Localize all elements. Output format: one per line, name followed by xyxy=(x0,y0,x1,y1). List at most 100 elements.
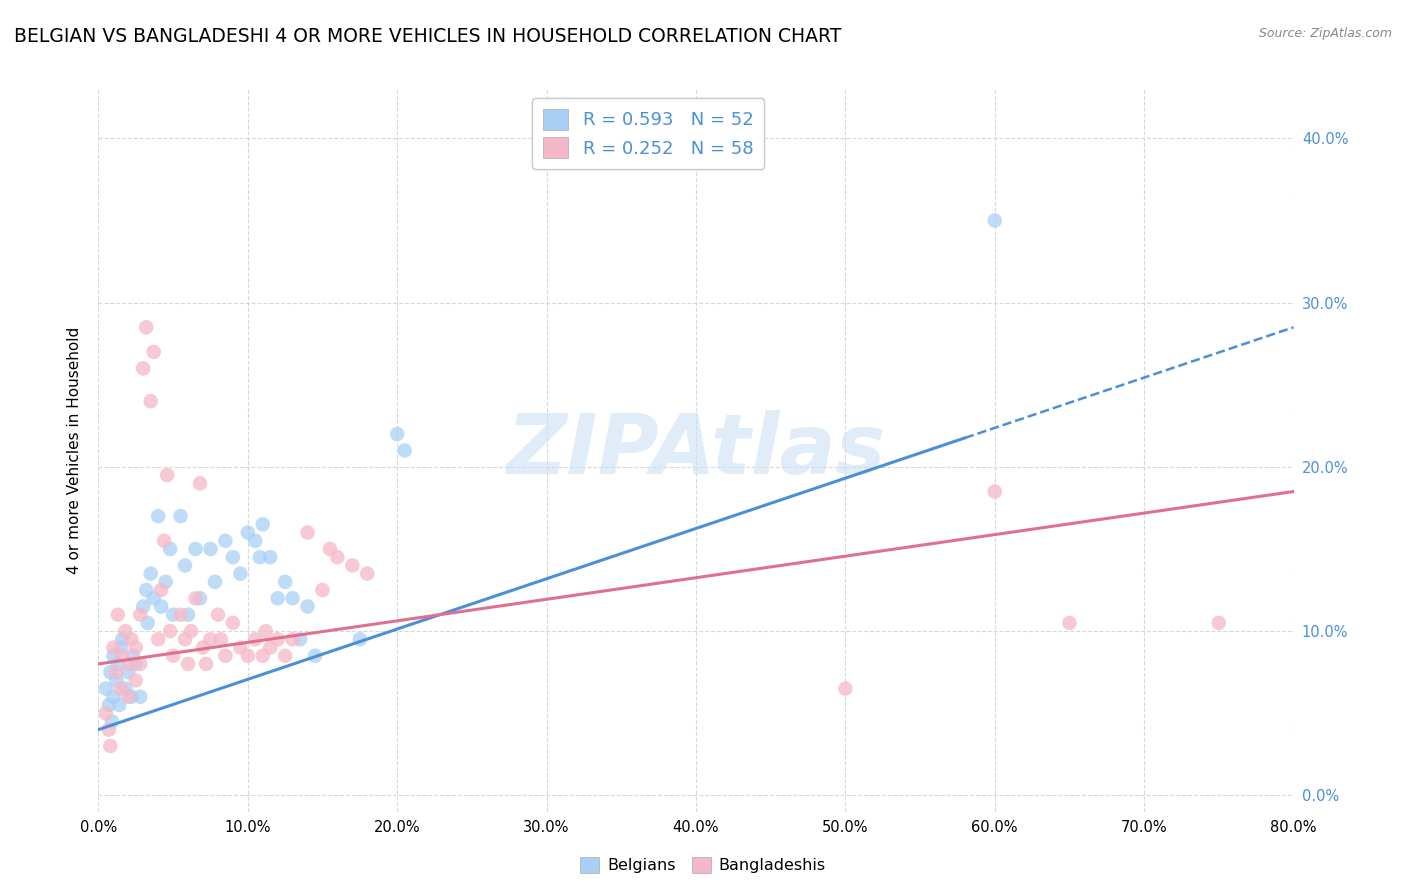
Point xyxy=(132,599,155,614)
Point xyxy=(118,657,141,671)
Point xyxy=(142,345,165,359)
Point xyxy=(162,648,184,663)
Point xyxy=(254,624,277,639)
Point xyxy=(180,624,202,639)
Point xyxy=(111,632,134,647)
Point xyxy=(103,690,125,704)
Point xyxy=(103,648,125,663)
Point xyxy=(200,632,222,647)
Point xyxy=(139,566,162,581)
Point xyxy=(288,632,311,647)
Point xyxy=(107,607,129,622)
Point xyxy=(159,541,181,556)
Text: ZIPAtlas: ZIPAtlas xyxy=(506,410,886,491)
Point xyxy=(117,665,139,680)
Point xyxy=(107,657,129,671)
Point xyxy=(108,698,131,712)
Point xyxy=(114,681,136,696)
Point xyxy=(267,591,290,606)
Point xyxy=(174,558,197,573)
Point xyxy=(311,582,333,597)
Point xyxy=(207,607,229,622)
Point xyxy=(169,509,191,524)
Point xyxy=(94,681,117,696)
Point xyxy=(342,558,364,573)
Point xyxy=(195,657,218,671)
Point xyxy=(259,640,281,655)
Point xyxy=(249,550,271,565)
Point xyxy=(259,550,281,565)
Point xyxy=(129,657,152,671)
Point xyxy=(394,443,416,458)
Point xyxy=(110,681,132,696)
Point xyxy=(125,640,148,655)
Point xyxy=(98,665,122,680)
Point xyxy=(834,681,856,696)
Point xyxy=(222,615,245,630)
Point xyxy=(229,640,252,655)
Point xyxy=(114,624,136,639)
Point xyxy=(385,427,409,442)
Point xyxy=(159,624,181,639)
Point xyxy=(121,648,143,663)
Point xyxy=(156,468,179,483)
Point xyxy=(1059,615,1081,630)
Point xyxy=(214,533,236,548)
Point xyxy=(184,591,207,606)
Point xyxy=(94,706,117,721)
Point xyxy=(135,320,157,334)
Point xyxy=(191,640,214,655)
Y-axis label: 4 or more Vehicles in Household: 4 or more Vehicles in Household xyxy=(67,326,83,574)
Point xyxy=(349,632,371,647)
Point xyxy=(117,690,139,704)
Point xyxy=(153,533,176,548)
Point xyxy=(252,648,274,663)
Point xyxy=(136,615,159,630)
Point xyxy=(184,541,207,556)
Point xyxy=(204,574,226,589)
Point xyxy=(110,640,132,655)
Point xyxy=(155,574,177,589)
Point xyxy=(209,632,232,647)
Point xyxy=(139,394,162,409)
Point xyxy=(326,550,349,565)
Point xyxy=(148,632,170,647)
Point xyxy=(120,690,142,704)
Point xyxy=(281,632,304,647)
Point xyxy=(304,648,326,663)
Point xyxy=(1208,615,1230,630)
Legend: R = 0.593   N = 52, R = 0.252   N = 58: R = 0.593 N = 52, R = 0.252 N = 58 xyxy=(531,98,765,169)
Point xyxy=(188,476,211,491)
Point xyxy=(148,509,170,524)
Point xyxy=(214,648,236,663)
Point xyxy=(200,541,222,556)
Point xyxy=(177,607,200,622)
Point xyxy=(150,582,173,597)
Point xyxy=(97,723,120,737)
Point xyxy=(98,739,122,753)
Point xyxy=(169,607,191,622)
Point xyxy=(97,698,120,712)
Point xyxy=(245,632,267,647)
Point xyxy=(103,640,125,655)
Point xyxy=(984,213,1007,227)
Point xyxy=(274,648,297,663)
Point xyxy=(984,484,1007,499)
Point xyxy=(125,673,148,688)
Point xyxy=(356,566,378,581)
Point xyxy=(105,665,128,680)
Point xyxy=(319,541,342,556)
Point xyxy=(177,657,200,671)
Point xyxy=(222,550,245,565)
Point xyxy=(162,607,184,622)
Point xyxy=(120,632,142,647)
Point xyxy=(297,599,319,614)
Point xyxy=(105,673,128,688)
Legend: Belgians, Bangladeshis: Belgians, Bangladeshis xyxy=(574,850,832,880)
Point xyxy=(150,599,173,614)
Point xyxy=(142,591,165,606)
Point xyxy=(297,525,319,540)
Point xyxy=(245,533,267,548)
Point xyxy=(101,714,124,729)
Point xyxy=(125,657,148,671)
